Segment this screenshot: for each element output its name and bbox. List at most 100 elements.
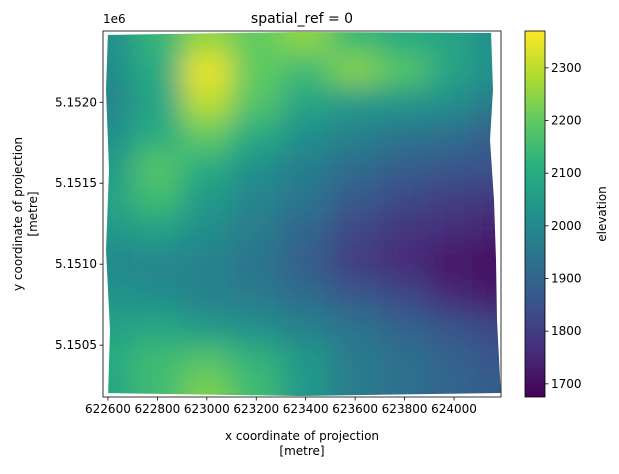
heatmap-cell [379, 53, 431, 88]
heatmap-cell [379, 248, 431, 282]
heatmap-cell [472, 280, 501, 314]
nodata-bottom [103, 393, 501, 397]
heatmap-cell [472, 377, 501, 397]
colorbar [524, 30, 546, 398]
heatmap-cell [280, 31, 332, 55]
heatmap-cell [182, 312, 233, 347]
heatmap-cell [231, 345, 282, 379]
heatmap-cell [429, 183, 474, 217]
heatmap-cell [330, 183, 381, 217]
x-tick-label: 624000 [431, 402, 477, 416]
colorbar-tick-label: 2000 [551, 219, 582, 233]
heatmap-cell [182, 31, 233, 55]
x-tick-label: 622800 [134, 402, 180, 416]
colorbar-tick-label: 2100 [551, 166, 582, 180]
heatmap-cell [182, 377, 233, 397]
colorbar-ticks: 1700 1800 1900 2000 2100 2200 2300 [545, 61, 582, 391]
nodata-left [103, 31, 110, 397]
x-axis-label: x coordinate of projection [metre] [225, 429, 379, 458]
heatmap-cell [280, 377, 332, 397]
heatmap-cell [330, 215, 381, 250]
heatmap-cell [231, 86, 282, 120]
colorbar-tick-label: 2300 [551, 61, 582, 75]
heatmap-cells [103, 31, 501, 397]
plot-frame [102, 30, 502, 398]
heatmap-cell [379, 183, 431, 217]
heatmap-cell [231, 280, 282, 314]
heatmap-cell [132, 377, 184, 397]
heatmap-cell [330, 86, 381, 120]
heatmap-cell [330, 280, 381, 314]
heatmap-cell [231, 215, 282, 250]
heatmap-cell [330, 377, 381, 397]
chart-title: spatial_ref = 0 [251, 11, 353, 27]
heatmap-cell [132, 215, 184, 250]
x-axis-ticks: 622600 622800 623000 623200 623400 623600 6238… [85, 397, 477, 416]
x-tick-label: 623000 [184, 402, 230, 416]
heatmap-cell [280, 345, 332, 379]
x-tick-label: 623200 [233, 402, 279, 416]
heatmap-cell [379, 118, 431, 152]
heatmap-cell [472, 345, 501, 379]
heatmap-cell [103, 377, 134, 397]
heatmap-cell [231, 312, 282, 347]
nodata-mask [103, 31, 501, 397]
heatmap-cell [330, 53, 381, 88]
heatmap-cell [132, 31, 184, 55]
heatmap-cell [280, 215, 332, 250]
heatmap-cell [103, 31, 134, 55]
heatmap-cell [231, 118, 282, 152]
heatmap-cell [103, 86, 134, 120]
heatmap-cell [429, 31, 474, 55]
heatmap-cell [103, 118, 134, 152]
heatmap-cell [182, 150, 233, 185]
heatmap-cell [379, 345, 431, 379]
heatmap-cell [132, 345, 184, 379]
heatmap-cell [132, 118, 184, 152]
heatmap-cell [429, 280, 474, 314]
heatmap-cell [429, 248, 474, 282]
y-tick-label: 5.1520 [55, 95, 97, 109]
heatmap-cell [132, 183, 184, 217]
heatmap-cell [280, 183, 332, 217]
x-tick-label: 623800 [382, 402, 428, 416]
heatmap-cell [472, 312, 501, 347]
y-axis-ticks: 5.1505 5.1510 5.1515 5.1520 [55, 95, 103, 352]
heatmap-cell [182, 248, 233, 282]
heatmap-cell [429, 118, 474, 152]
heatmap-cell [231, 31, 282, 55]
heatmap-cell [132, 312, 184, 347]
axis-label-line: [metre] [279, 444, 324, 458]
heatmap-cell [280, 118, 332, 152]
nodata-top [103, 31, 501, 35]
heatmap-cell [132, 86, 184, 120]
heatmap-cell [132, 150, 184, 185]
heatmap-cell [330, 150, 381, 185]
heatmap-cell [379, 215, 431, 250]
y-tick-label: 5.1505 [55, 338, 97, 352]
axis-label-line: x coordinate of projection [225, 429, 379, 443]
axis-label-line: y coordinate of projection [11, 137, 25, 291]
heatmap-cell [429, 215, 474, 250]
colorbar-tick-label: 1800 [551, 324, 582, 338]
heatmap-cell [330, 31, 381, 55]
heatmap-cell [429, 86, 474, 120]
heatmap-cell [231, 183, 282, 217]
heatmap-cell [379, 86, 431, 120]
heatmap-cell [429, 377, 474, 397]
heatmap-cell [182, 118, 233, 152]
y-tick-label: 5.1510 [55, 257, 97, 271]
colorbar-label: elevation [595, 186, 609, 242]
x-tick-label: 623600 [332, 402, 378, 416]
heatmap-cell [231, 248, 282, 282]
heatmap-cell [429, 345, 474, 379]
x-tick-label: 623400 [283, 402, 329, 416]
heatmap-cell [280, 150, 332, 185]
heatmap-cell [182, 215, 233, 250]
heatmap-cell [280, 53, 332, 88]
heatmap-cell [103, 215, 134, 250]
y-tick-label: 5.1515 [55, 176, 97, 190]
heatmap-cell [182, 86, 233, 120]
heatmap-area [103, 31, 501, 397]
heatmap-cell [379, 31, 431, 55]
